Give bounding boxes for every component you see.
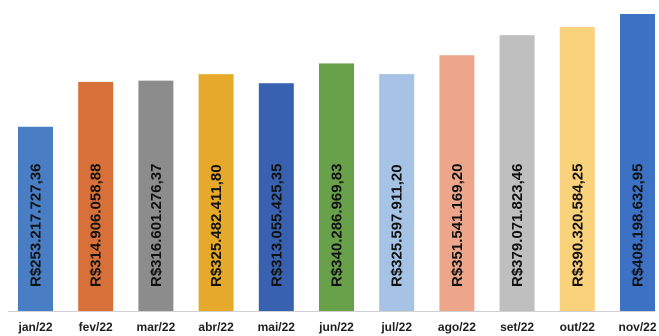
bar-jun-22 <box>319 63 354 312</box>
bar-fev-22 <box>78 81 114 312</box>
data-labels-group: R$253.217.727,36 R$314.906.058,88 R$316.60… <box>28 164 647 287</box>
bars-group <box>18 14 655 312</box>
data-label-jul-22: R$325.597.911,20 <box>389 164 406 287</box>
tick-label-abr-22: abr/22 <box>198 320 234 334</box>
data-label-ago-22: R$351.541.169,20 <box>449 164 466 287</box>
tick-label-mar-22: mar/22 <box>137 320 176 334</box>
bar-mai-22 <box>258 83 294 311</box>
tick-label-jul-22: jul/22 <box>380 320 412 334</box>
tick-label-out-22: out/22 <box>560 320 596 334</box>
bar-jan-22 <box>18 126 53 311</box>
tick-label-jun-22: jun/22 <box>318 320 354 334</box>
tick-label-nov-22: nov/22 <box>618 320 656 334</box>
bar-mar-22 <box>138 80 174 311</box>
data-label-jan-22: R$253.217.727,36 <box>28 164 45 287</box>
data-label-abr-22: R$325.482.411,80 <box>208 164 225 287</box>
tick-label-ago-22: ago/22 <box>438 320 476 334</box>
data-label-mai-22: R$313.055.425,35 <box>268 164 285 287</box>
bar-set-22 <box>499 35 535 311</box>
x-tick-labels-group: jan/22 fev/22 mar/22 abr/22 mai/22 jun/22 jul/… <box>17 320 656 334</box>
bar-jul-22 <box>379 74 415 311</box>
bar-abr-22 <box>198 74 234 311</box>
tick-label-mai-22: mai/22 <box>258 320 296 334</box>
bar-nov-22 <box>620 14 655 311</box>
tick-label-jan-22: jan/22 <box>17 320 52 334</box>
data-label-nov-22: R$408.198.632,95 <box>630 164 647 287</box>
tick-label-fev-22: fev/22 <box>79 320 113 334</box>
data-label-fev-22: R$314.906.058,88 <box>88 164 105 287</box>
bar-ago-22 <box>439 55 475 311</box>
data-label-jun-22: R$340.286.969,83 <box>329 164 346 287</box>
data-label-set-22: R$379.071.823,46 <box>509 164 526 287</box>
bar-out-22 <box>559 27 595 311</box>
data-label-out-22: R$390.320.584,25 <box>569 164 586 287</box>
data-label-mar-22: R$316.601.276,37 <box>148 164 165 287</box>
tick-label-set-22: set/22 <box>500 320 534 334</box>
